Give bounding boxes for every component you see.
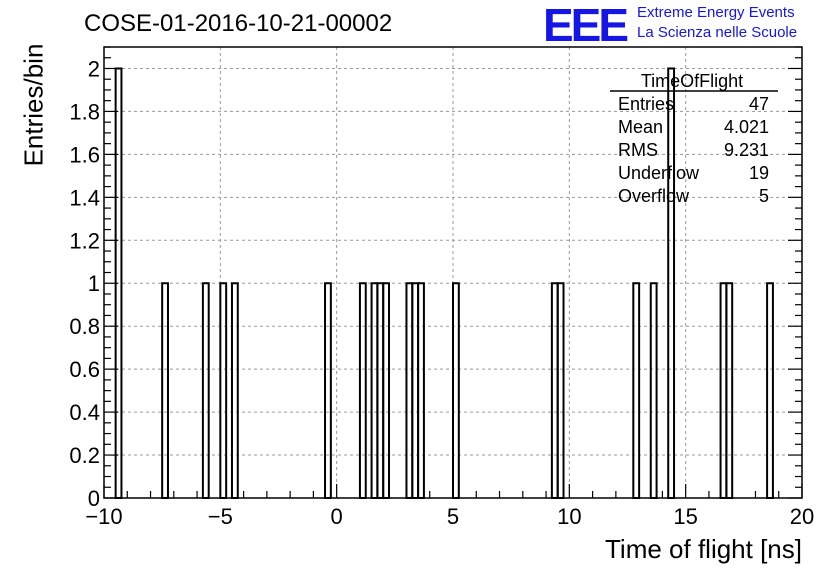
stats-value: 5 xyxy=(759,186,769,206)
stats-label: Overflow xyxy=(618,186,690,206)
y-tick-label: 0.6 xyxy=(69,357,100,382)
x-tick-label: 20 xyxy=(790,504,814,529)
axis-ticks xyxy=(103,46,803,499)
stats-value: 4.021 xyxy=(724,117,769,137)
stats-label: RMS xyxy=(618,140,658,160)
histogram-bar xyxy=(452,282,460,499)
histogram-bar xyxy=(556,282,565,499)
histogram-bar xyxy=(161,282,169,499)
histogram-bar xyxy=(358,282,367,499)
stats-box: TimeOfFlight Entries 47 Mean 4.021 RMS 9.231 Un… xyxy=(610,71,778,206)
histogram-bar xyxy=(219,282,228,499)
brand-line-2: La Scienza nelle Scuole xyxy=(637,24,798,41)
x-axis-label: Time of flight [ns] xyxy=(605,534,802,564)
y-tick-label: 1.2 xyxy=(69,228,100,253)
stats-value: 47 xyxy=(749,94,769,114)
histogram-bar xyxy=(766,282,774,499)
x-tick-label: 15 xyxy=(673,504,697,529)
y-tick-label: 1 xyxy=(88,271,100,296)
histogram-bar xyxy=(725,282,734,499)
y-tick-label: 0 xyxy=(88,486,100,511)
histogram-bar xyxy=(417,282,425,499)
x-tick-label: −5 xyxy=(208,504,233,529)
x-tick-label: 5 xyxy=(447,504,459,529)
histogram-bar xyxy=(324,282,332,499)
histogram-bar xyxy=(382,282,391,499)
y-tick-label: 0.4 xyxy=(69,400,100,425)
x-tick-label: 10 xyxy=(557,504,581,529)
histogram-bar xyxy=(632,282,641,499)
x-tick-label: −10 xyxy=(85,504,122,529)
histogram-bar xyxy=(230,282,239,499)
plot-title: COSE-01-2016-10-21-00002 xyxy=(84,10,393,37)
histogram-bar xyxy=(667,67,676,499)
histogram-bar xyxy=(201,282,210,499)
y-tick-label: 0.2 xyxy=(69,443,100,468)
x-tick-label: 0 xyxy=(331,504,343,529)
stats-label: Underflow xyxy=(618,163,700,183)
stats-value: 19 xyxy=(749,163,769,183)
stats-title: TimeOfFlight xyxy=(641,71,743,91)
histogram-bar xyxy=(649,282,658,499)
stats-label: Mean xyxy=(618,117,663,137)
stats-value: 9.231 xyxy=(724,140,769,160)
y-tick-label: 1.8 xyxy=(69,99,100,124)
y-tick-label: 1.4 xyxy=(69,185,100,210)
y-tick-label: 1.6 xyxy=(69,142,100,167)
y-tick-label: 2 xyxy=(88,56,100,81)
eee-logo: EEE xyxy=(543,0,629,51)
axis-tick-labels: −10 −5 0 5 10 15 20 0 0.2 0.4 0.6 0.8 1 1.2 1.4 1.6 1.8 2 xyxy=(69,56,814,529)
brand-line-1: Extreme Energy Events xyxy=(637,4,795,21)
y-tick-label: 0.8 xyxy=(69,314,100,339)
stats-label: Entries xyxy=(618,94,674,114)
